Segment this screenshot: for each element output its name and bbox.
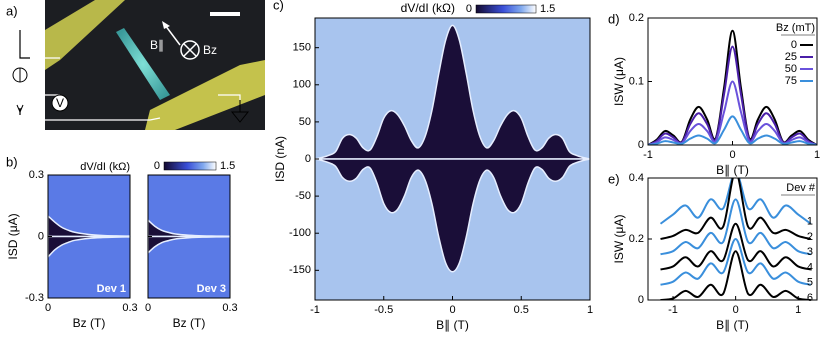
x-tick-label: 0 <box>449 304 455 316</box>
y-tick-label: 150 <box>293 42 311 54</box>
schematic: a) B∥ Bz V <box>6 0 265 130</box>
series-line <box>648 115 817 145</box>
panel-label: d) <box>608 11 620 26</box>
panel-label: b) <box>6 154 18 169</box>
nanowire <box>116 28 170 100</box>
legend-label: 3 <box>807 246 813 258</box>
y-tick-label: 50 <box>299 116 311 128</box>
colorbar-label: dV/dI (kΩ) <box>401 1 455 15</box>
annotation: Dev 3 <box>197 283 226 295</box>
legend-label: 5 <box>807 277 813 289</box>
x-tick-label: -1 <box>643 149 653 161</box>
y-tick-label: 0.1 <box>629 75 644 87</box>
switching-region <box>314 24 591 160</box>
legend-title: Dev # <box>786 182 816 194</box>
y-tick-label: 0.4 <box>629 172 644 184</box>
field-cross <box>183 43 197 57</box>
x-tick-label: -1 <box>310 304 320 316</box>
series-line <box>660 178 811 240</box>
x-axis-label: Bz (T) <box>73 316 106 330</box>
x-tick-label: -1 <box>668 304 678 316</box>
colorbar-tick-label: 0 <box>154 160 160 172</box>
y-tick-label: 0 <box>638 294 644 306</box>
x-tick-label: 1 <box>795 304 801 316</box>
electrode <box>45 0 125 70</box>
x-tick-label: 0 <box>733 304 739 316</box>
series-line <box>648 80 817 145</box>
colorbar-tick-label: 0 <box>466 3 472 15</box>
legend-label: 0 <box>791 39 797 51</box>
y-tick-label: -150 <box>289 264 311 276</box>
series-line <box>660 222 811 271</box>
legend-label: 2 <box>807 231 813 243</box>
switching-region <box>314 158 591 273</box>
field-label: Bz <box>203 43 217 57</box>
colorbar <box>475 4 537 14</box>
x-axis-label: B∥ (T) <box>436 318 469 332</box>
legend-title: Bz (mT) <box>776 22 815 34</box>
legend-label: 75 <box>785 75 797 87</box>
y-tick-label: 0 <box>638 139 644 151</box>
y-tick-label: -0.3 <box>25 292 44 304</box>
electrode <box>145 60 265 130</box>
panel-label: e) <box>608 171 620 186</box>
field-label: B∥ <box>150 38 164 52</box>
x-tick-label: 0 <box>145 302 151 314</box>
voltmeter <box>51 94 69 112</box>
colorbar-label: dV/dI (kΩ) <box>80 161 130 173</box>
arrow-head <box>162 21 170 29</box>
panel-label: a) <box>6 3 18 18</box>
y-axis-label: ISD (nA) <box>273 136 287 182</box>
series-line <box>648 29 817 145</box>
switching-region <box>47 235 131 258</box>
x-tick-label: 0 <box>45 302 51 314</box>
switching-region <box>147 235 231 254</box>
series-line <box>659 178 812 225</box>
series-line <box>660 250 811 300</box>
y-tick-label: 100 <box>293 79 311 91</box>
legend-label: 25 <box>785 51 797 63</box>
x-axis-label: B∥ (T) <box>716 163 749 177</box>
y-tick-label: 0.2 <box>629 12 644 24</box>
y-tick-label: -50 <box>295 190 311 202</box>
x-tick-label: -0.5 <box>374 304 393 316</box>
x-tick-label: 0.5 <box>514 304 529 316</box>
x-tick-label: 1 <box>814 149 820 161</box>
legend-label: 4 <box>807 261 813 273</box>
current-arrow <box>16 68 24 114</box>
y-tick-label: 0.3 <box>29 169 44 181</box>
series-line <box>648 45 817 145</box>
panel-label: c) <box>273 0 284 12</box>
legend-label: 50 <box>785 63 797 75</box>
y-tick-label: 0.2 <box>629 233 644 245</box>
series-line <box>660 198 811 256</box>
voltmeter-label: V <box>56 96 64 110</box>
x-tick-label: 0.3 <box>122 302 137 314</box>
x-axis-label: Bz (T) <box>173 316 206 330</box>
scale-bar <box>210 12 240 16</box>
x-axis-label: B∥ (T) <box>716 318 749 332</box>
annotation: Dev 1 <box>97 283 126 295</box>
ground <box>230 100 250 123</box>
y-tick-label: 0 <box>38 230 44 242</box>
y-axis-label: ISD (μA) <box>6 213 20 259</box>
x-tick-label: 0 <box>729 149 735 161</box>
series-line <box>660 237 811 286</box>
colorbar <box>163 161 217 171</box>
y-axis-label: ISW (μA) <box>612 57 626 106</box>
field-arrow <box>164 24 181 46</box>
y-tick-label: -100 <box>289 227 311 239</box>
legend-label: 1 <box>807 216 813 228</box>
x-tick-label: 1 <box>587 304 593 316</box>
x-tick-label: 0.3 <box>222 302 237 314</box>
field-symbol <box>180 40 200 60</box>
y-axis-label: ISW (μA) <box>612 215 626 264</box>
y-tick-label: 0 <box>305 153 311 165</box>
colorbar-tick-label: 1.5 <box>220 160 235 172</box>
colorbar-tick-label: 1.5 <box>540 3 555 15</box>
legend-label: 6 <box>807 292 813 304</box>
